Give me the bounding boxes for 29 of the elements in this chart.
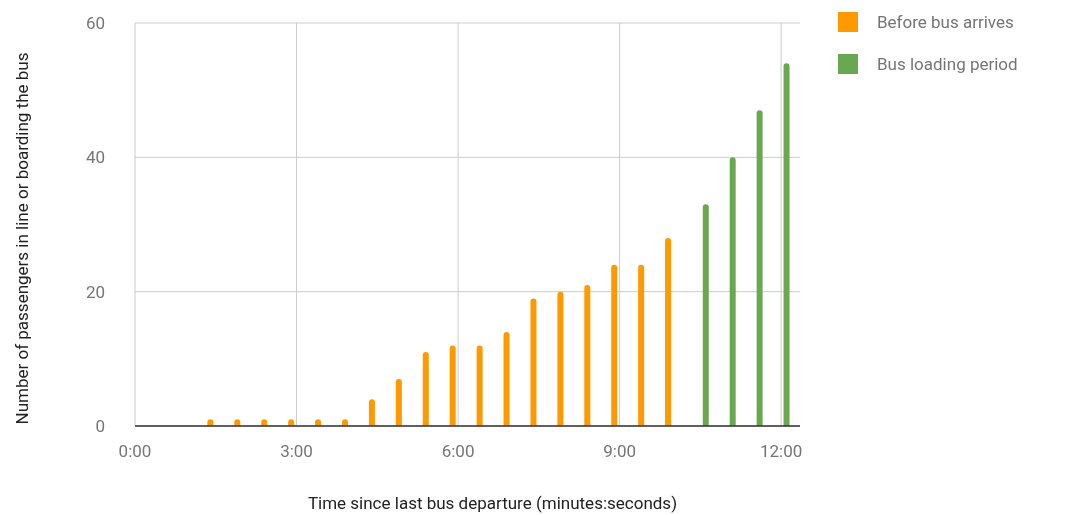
x-tick-label: 6:00 xyxy=(441,441,475,461)
bar xyxy=(638,264,645,426)
x-tick-label: 12:00 xyxy=(759,441,803,461)
legend-label: Bus loading period xyxy=(877,53,1018,74)
bar xyxy=(557,291,564,426)
y-tick-label: 0 xyxy=(95,415,105,436)
y-tick-label: 40 xyxy=(85,147,105,168)
legend-label: Before bus arrives xyxy=(877,11,1014,32)
x-tick-label: 9:00 xyxy=(603,441,637,461)
bar xyxy=(530,298,537,426)
y-tick-label: 20 xyxy=(85,281,105,302)
bar xyxy=(422,352,429,426)
x-tick-label: 3:00 xyxy=(280,441,313,461)
y-tick-label: 60 xyxy=(85,12,105,33)
bar xyxy=(783,63,790,426)
bar xyxy=(611,264,618,426)
bar xyxy=(665,237,672,426)
bar xyxy=(368,399,375,426)
bar xyxy=(395,378,402,426)
bar xyxy=(584,284,591,426)
bar xyxy=(503,331,510,426)
bar xyxy=(702,204,709,426)
bar xyxy=(756,110,763,426)
x-tick-label: 0:00 xyxy=(118,441,152,461)
bar xyxy=(476,345,483,426)
bar xyxy=(729,157,736,426)
bar xyxy=(449,345,456,426)
x-axis-title: Time since last bus departure (minutes:seconds) xyxy=(307,493,678,513)
y-axis-title: Number of passengers in line or boarding the bus xyxy=(12,52,32,425)
